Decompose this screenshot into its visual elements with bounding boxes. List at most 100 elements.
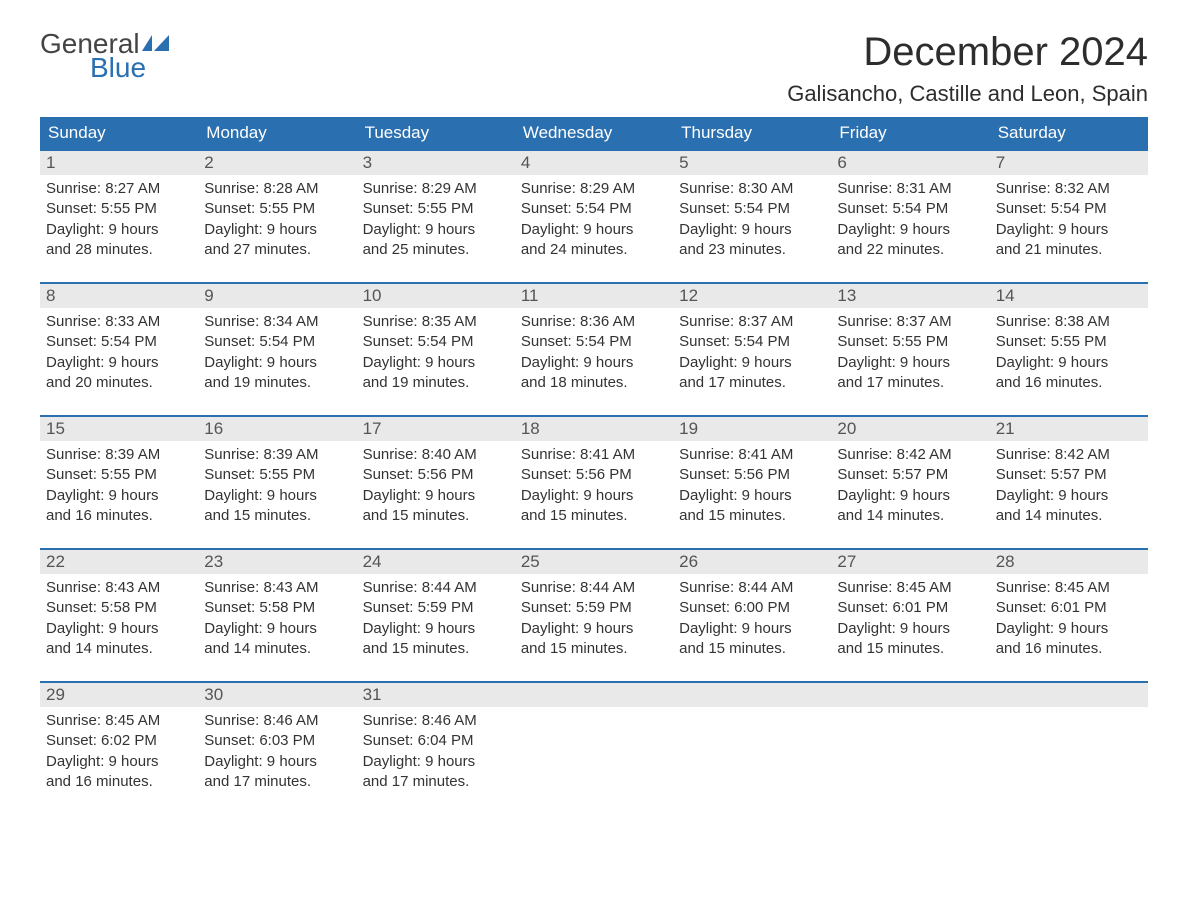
weekday-header: Saturday <box>990 117 1148 149</box>
sunset-line: Sunset: 5:54 PM <box>679 332 823 352</box>
sunset-line: Sunset: 5:54 PM <box>521 199 665 219</box>
weekday-header: Sunday <box>40 117 198 149</box>
day-number-row: 15161718192021 <box>40 417 1148 441</box>
sunrise-line: Sunrise: 8:34 AM <box>204 312 348 332</box>
sunrise-line: Sunrise: 8:43 AM <box>46 578 190 598</box>
day-number-row: 891011121314 <box>40 284 1148 308</box>
daylight-line-2: and 21 minutes. <box>996 240 1140 260</box>
daylight-line-2: and 18 minutes. <box>521 373 665 393</box>
day-number: 5 <box>673 151 831 175</box>
day-detail-cell: Sunrise: 8:39 AMSunset: 5:55 PMDaylight:… <box>40 441 198 528</box>
daylight-line-1: Daylight: 9 hours <box>521 353 665 373</box>
day-number: 1 <box>40 151 198 175</box>
daylight-line-1: Daylight: 9 hours <box>46 220 190 240</box>
daylight-line-1: Daylight: 9 hours <box>363 752 507 772</box>
day-detail-cell: Sunrise: 8:41 AMSunset: 5:56 PMDaylight:… <box>673 441 831 528</box>
daylight-line-1: Daylight: 9 hours <box>204 353 348 373</box>
day-detail-cell: Sunrise: 8:41 AMSunset: 5:56 PMDaylight:… <box>515 441 673 528</box>
sunrise-line: Sunrise: 8:45 AM <box>996 578 1140 598</box>
day-detail-cell: Sunrise: 8:44 AMSunset: 6:00 PMDaylight:… <box>673 574 831 661</box>
sunrise-line: Sunrise: 8:39 AM <box>204 445 348 465</box>
day-detail-cell: Sunrise: 8:38 AMSunset: 5:55 PMDaylight:… <box>990 308 1148 395</box>
sunrise-line: Sunrise: 8:44 AM <box>363 578 507 598</box>
sunset-line: Sunset: 5:54 PM <box>204 332 348 352</box>
day-number: 12 <box>673 284 831 308</box>
daylight-line-2: and 15 minutes. <box>837 639 981 659</box>
daylight-line-1: Daylight: 9 hours <box>996 619 1140 639</box>
day-detail-cell: Sunrise: 8:27 AMSunset: 5:55 PMDaylight:… <box>40 175 198 262</box>
daylight-line-2: and 16 minutes. <box>996 373 1140 393</box>
day-number: 4 <box>515 151 673 175</box>
day-number: 29 <box>40 683 198 707</box>
daylight-line-1: Daylight: 9 hours <box>837 486 981 506</box>
weekday-header: Friday <box>831 117 989 149</box>
daylight-line-2: and 22 minutes. <box>837 240 981 260</box>
day-number: 9 <box>198 284 356 308</box>
day-detail-cell: Sunrise: 8:30 AMSunset: 5:54 PMDaylight:… <box>673 175 831 262</box>
sunrise-line: Sunrise: 8:46 AM <box>363 711 507 731</box>
daylight-line-2: and 25 minutes. <box>363 240 507 260</box>
day-number: 13 <box>831 284 989 308</box>
daylight-line-1: Daylight: 9 hours <box>521 619 665 639</box>
daylight-line-1: Daylight: 9 hours <box>679 619 823 639</box>
daylight-line-2: and 15 minutes. <box>679 639 823 659</box>
day-number: 22 <box>40 550 198 574</box>
title-block: December 2024 Galisancho, Castille and L… <box>787 30 1148 107</box>
day-detail-row: Sunrise: 8:33 AMSunset: 5:54 PMDaylight:… <box>40 308 1148 395</box>
day-detail-cell: Sunrise: 8:46 AMSunset: 6:04 PMDaylight:… <box>357 707 515 794</box>
daylight-line-1: Daylight: 9 hours <box>363 353 507 373</box>
weekday-header: Tuesday <box>357 117 515 149</box>
daylight-line-2: and 15 minutes. <box>521 639 665 659</box>
weekday-header: Wednesday <box>515 117 673 149</box>
sunrise-line: Sunrise: 8:35 AM <box>363 312 507 332</box>
day-detail-cell: Sunrise: 8:28 AMSunset: 5:55 PMDaylight:… <box>198 175 356 262</box>
sunrise-line: Sunrise: 8:39 AM <box>46 445 190 465</box>
sunrise-line: Sunrise: 8:45 AM <box>837 578 981 598</box>
daylight-line-2: and 15 minutes. <box>363 639 507 659</box>
sunset-line: Sunset: 6:00 PM <box>679 598 823 618</box>
day-detail-cell: Sunrise: 8:43 AMSunset: 5:58 PMDaylight:… <box>40 574 198 661</box>
day-detail-cell: Sunrise: 8:35 AMSunset: 5:54 PMDaylight:… <box>357 308 515 395</box>
day-detail-cell: Sunrise: 8:36 AMSunset: 5:54 PMDaylight:… <box>515 308 673 395</box>
sunset-line: Sunset: 5:54 PM <box>46 332 190 352</box>
day-detail-row: Sunrise: 8:39 AMSunset: 5:55 PMDaylight:… <box>40 441 1148 528</box>
daylight-line-2: and 23 minutes. <box>679 240 823 260</box>
daylight-line-1: Daylight: 9 hours <box>521 486 665 506</box>
daylight-line-2: and 14 minutes. <box>46 639 190 659</box>
sunrise-line: Sunrise: 8:27 AM <box>46 179 190 199</box>
daylight-line-1: Daylight: 9 hours <box>996 220 1140 240</box>
day-number: 14 <box>990 284 1148 308</box>
daylight-line-1: Daylight: 9 hours <box>996 353 1140 373</box>
sunrise-line: Sunrise: 8:45 AM <box>46 711 190 731</box>
daylight-line-1: Daylight: 9 hours <box>837 353 981 373</box>
daylight-line-2: and 14 minutes. <box>996 506 1140 526</box>
calendar: SundayMondayTuesdayWednesdayThursdayFrid… <box>40 117 1148 794</box>
day-number-row: 1234567 <box>40 151 1148 175</box>
daylight-line-1: Daylight: 9 hours <box>363 486 507 506</box>
day-number: 17 <box>357 417 515 441</box>
daylight-line-2: and 19 minutes. <box>204 373 348 393</box>
day-number: 15 <box>40 417 198 441</box>
day-number: 6 <box>831 151 989 175</box>
day-number-row: 293031.... <box>40 683 1148 707</box>
daylight-line-2: and 24 minutes. <box>521 240 665 260</box>
day-detail-cell: Sunrise: 8:29 AMSunset: 5:55 PMDaylight:… <box>357 175 515 262</box>
sunrise-line: Sunrise: 8:31 AM <box>837 179 981 199</box>
daylight-line-1: Daylight: 9 hours <box>837 220 981 240</box>
sunrise-line: Sunrise: 8:44 AM <box>679 578 823 598</box>
sunset-line: Sunset: 5:55 PM <box>46 199 190 219</box>
day-number: 25 <box>515 550 673 574</box>
sunrise-line: Sunrise: 8:44 AM <box>521 578 665 598</box>
day-number: 16 <box>198 417 356 441</box>
daylight-line-1: Daylight: 9 hours <box>679 353 823 373</box>
sunset-line: Sunset: 6:02 PM <box>46 731 190 751</box>
sunset-line: Sunset: 5:55 PM <box>204 199 348 219</box>
daylight-line-1: Daylight: 9 hours <box>204 486 348 506</box>
day-number: 27 <box>831 550 989 574</box>
daylight-line-2: and 17 minutes. <box>837 373 981 393</box>
daylight-line-2: and 15 minutes. <box>363 506 507 526</box>
daylight-line-1: Daylight: 9 hours <box>204 220 348 240</box>
day-detail-row: Sunrise: 8:45 AMSunset: 6:02 PM Daylight:… <box>40 707 1148 794</box>
sunset-line: Sunset: 6:01 PM <box>996 598 1140 618</box>
daylight-line-1: Daylight: 9 hours <box>363 619 507 639</box>
